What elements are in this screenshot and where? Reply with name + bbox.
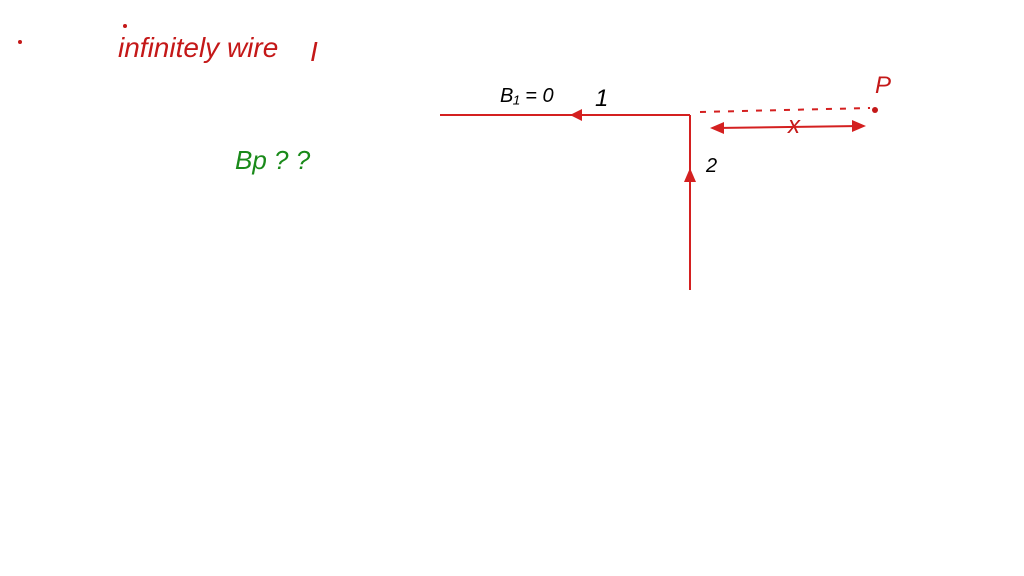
dimension-right-arrow-icon [852, 120, 866, 132]
point-p-dot [872, 107, 878, 113]
decorative-dot-2 [18, 40, 22, 44]
dimension-left-arrow-icon [710, 122, 724, 134]
dimension-x-line [716, 126, 860, 128]
wire-1-arrow-icon [570, 109, 582, 121]
dotted-extension-line [700, 108, 870, 112]
wire-2-arrow-icon [684, 168, 696, 182]
wire-diagram [0, 0, 1024, 576]
decorative-dot-1 [123, 24, 127, 28]
